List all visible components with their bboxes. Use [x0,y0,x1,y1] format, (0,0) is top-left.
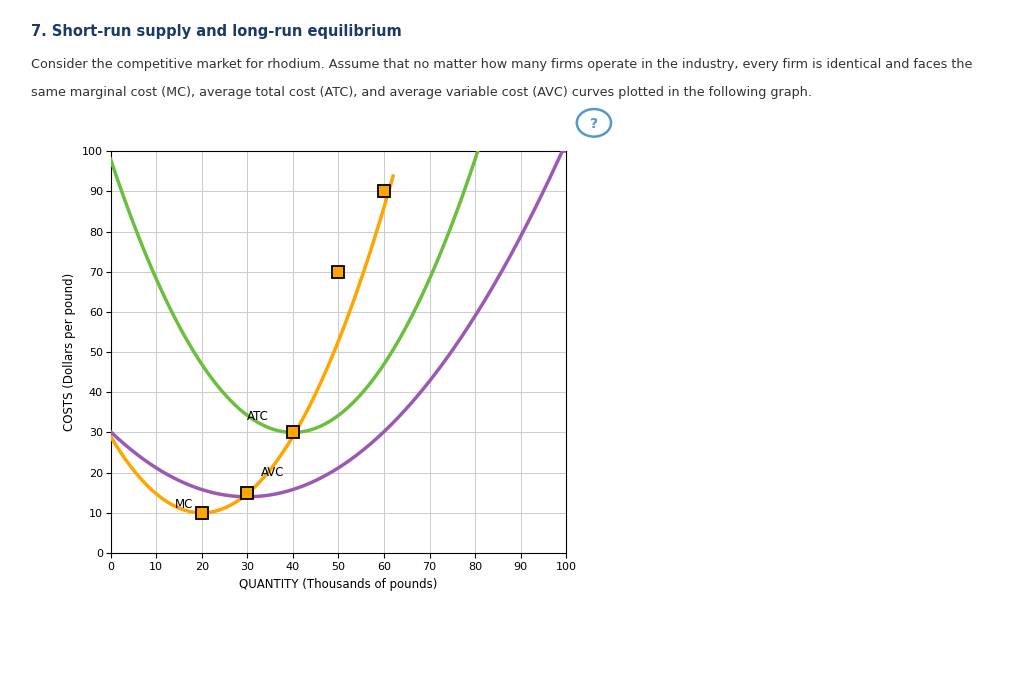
Circle shape [577,109,611,137]
Y-axis label: COSTS (Dollars per pound): COSTS (Dollars per pound) [63,273,77,431]
Text: AVC: AVC [261,466,285,479]
Text: Consider the competitive market for rhodium. Assume that no matter how many firm: Consider the competitive market for rhod… [31,58,972,71]
Text: 7. Short-run supply and long-run equilibrium: 7. Short-run supply and long-run equilib… [31,24,401,39]
Text: ?: ? [590,117,598,131]
X-axis label: QUANTITY (Thousands of pounds): QUANTITY (Thousands of pounds) [240,578,437,591]
Text: ATC: ATC [248,410,269,423]
Text: MC: MC [174,498,193,511]
Text: same marginal cost (MC), average total cost (ATC), and average variable cost (AV: same marginal cost (MC), average total c… [31,86,812,99]
